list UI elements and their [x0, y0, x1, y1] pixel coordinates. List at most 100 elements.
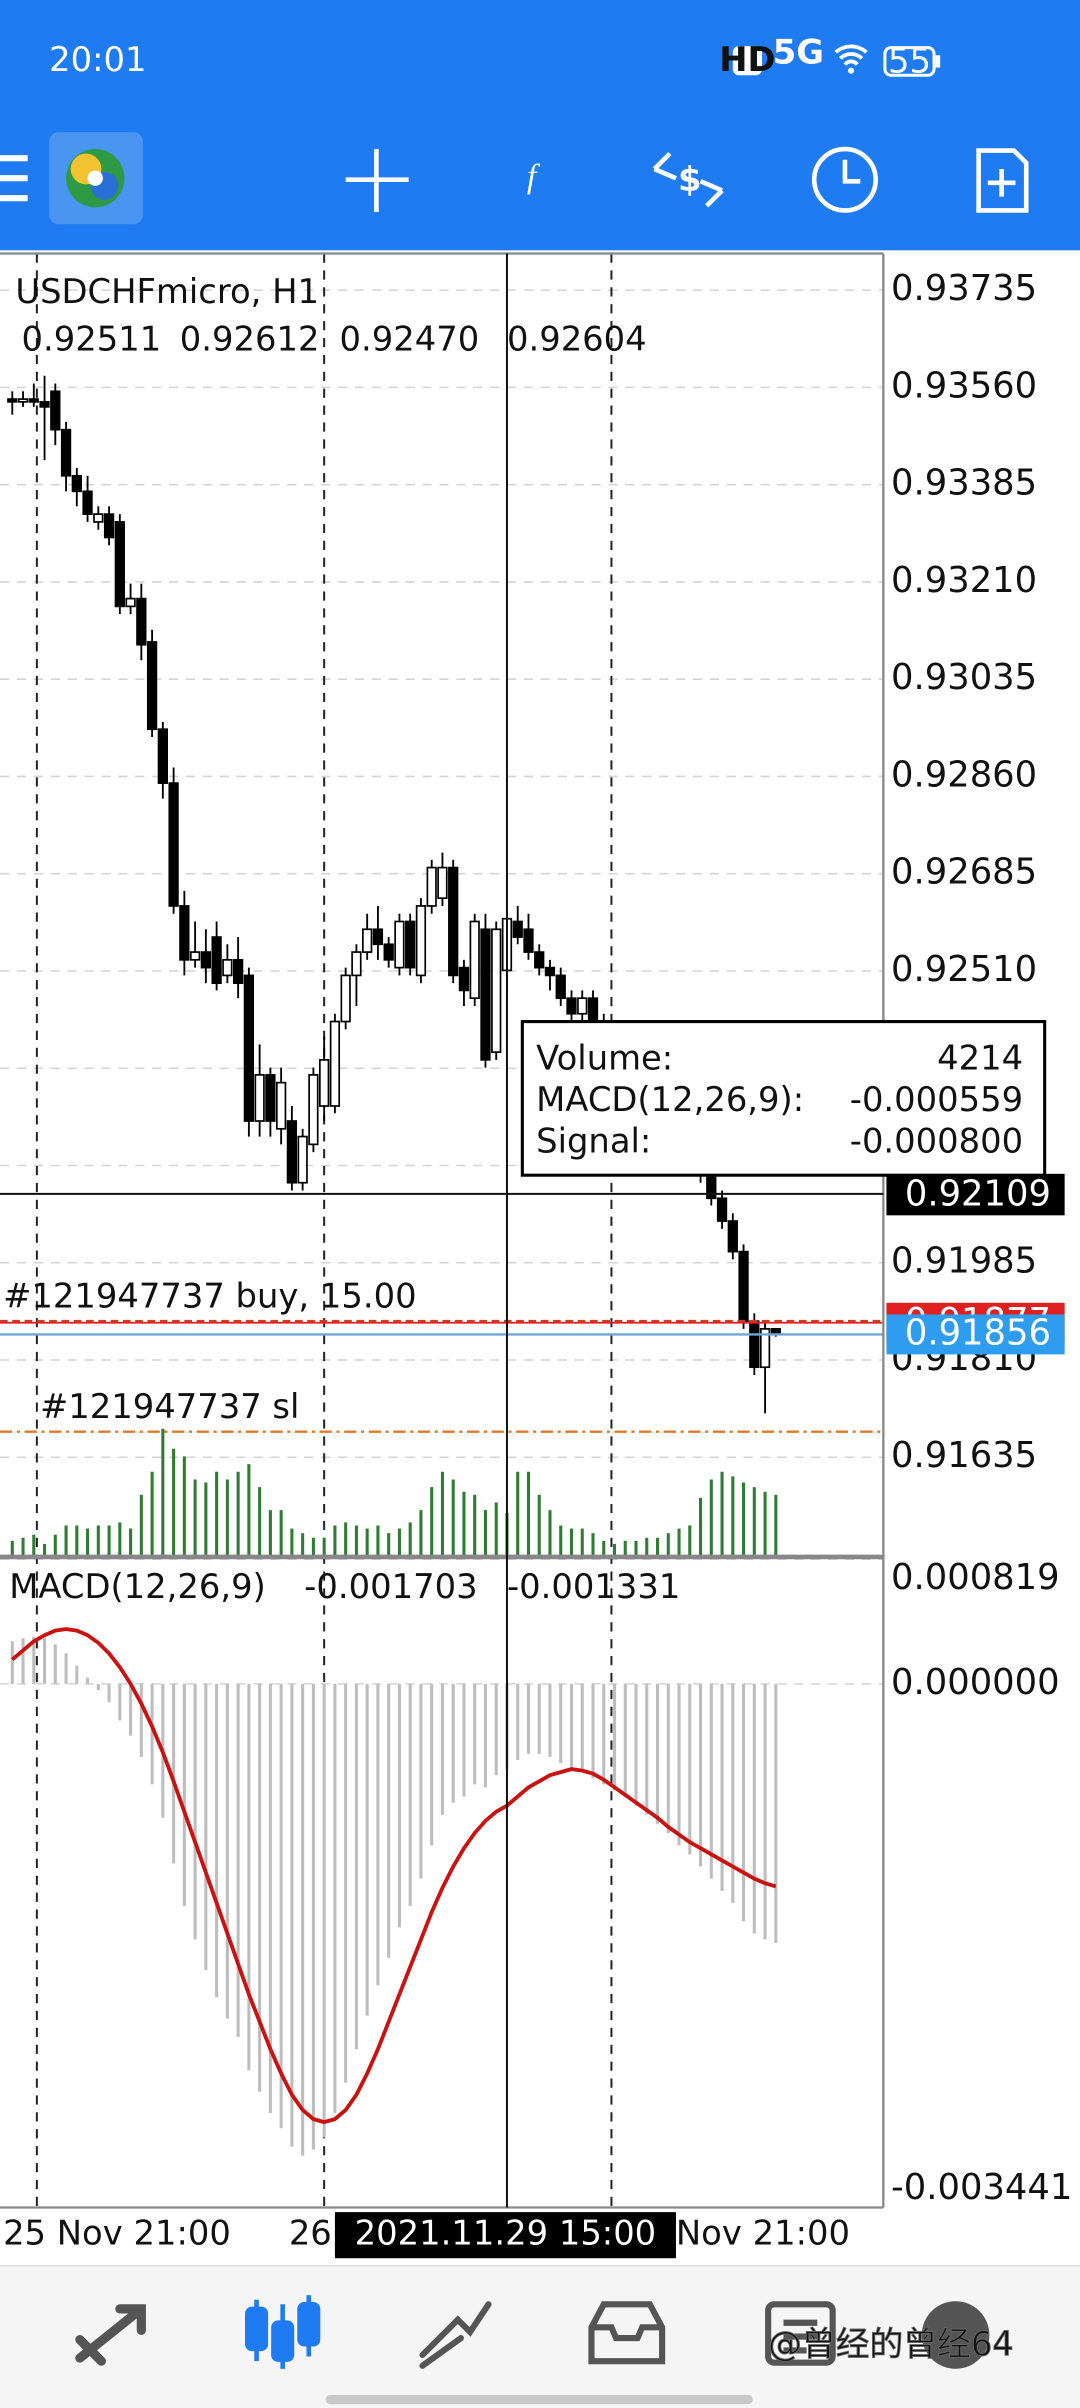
candle-body [308, 1074, 319, 1146]
candle-body [189, 951, 201, 961]
ohlc-value: 0.92470 [340, 320, 480, 359]
bid-label-box [886, 1314, 1065, 1355]
y-tick-label: 0.92860 [891, 754, 1037, 795]
candle-body [254, 1074, 265, 1122]
candle-body [136, 597, 147, 646]
crosshair-time: 2021.11.29 15:00 [355, 2214, 657, 2253]
candle-body [491, 928, 502, 1053]
candle-body [28, 398, 39, 403]
candle-body [319, 1059, 330, 1107]
candle-body [125, 597, 136, 608]
candle-body [415, 905, 427, 977]
candle-body [749, 1320, 760, 1369]
ohlc-value: 0.92511 [22, 320, 162, 359]
tooltip-value: 4214 [937, 1038, 1023, 1077]
svg-text:$: $ [678, 160, 702, 199]
trade-tab[interactable] [419, 2301, 492, 2369]
candle-body [394, 920, 405, 969]
candle-body [544, 966, 556, 977]
candle-body [286, 1120, 298, 1184]
timeframe-button[interactable] [811, 146, 878, 213]
y-tick-label: 0.93035 [891, 657, 1037, 698]
chart-tab[interactable] [245, 2295, 321, 2369]
x-tick-label: 25 Nov 21:00 [3, 2214, 231, 2253]
candle-body [727, 1220, 738, 1253]
candle-body [157, 728, 168, 784]
candle-body [372, 928, 384, 946]
candle-body [82, 490, 93, 515]
y-tick-label: 0.93385 [891, 463, 1037, 504]
candle-body [587, 997, 599, 1023]
y-tick-label: 0.92685 [891, 852, 1037, 893]
candle-body [405, 920, 416, 969]
candle-body [523, 928, 534, 953]
macd-tick-label: 0.000819 [891, 1557, 1060, 1598]
tooltip-value: -0.000800 [850, 1121, 1023, 1160]
new-order-button[interactable] [976, 148, 1029, 213]
candle-body [200, 951, 212, 969]
candle-body [211, 936, 222, 985]
menu-button[interactable] [0, 155, 28, 202]
candle-body [426, 866, 437, 907]
candle-body [114, 521, 125, 608]
candle-body [93, 513, 104, 523]
candle-body [534, 951, 545, 969]
candle-body [555, 974, 566, 1000]
candle-body [566, 997, 577, 1015]
candle-body [297, 1135, 308, 1184]
candle-body [50, 390, 61, 431]
candle-body [458, 966, 470, 992]
symbol-title: USDCHFmicro, H1 [15, 272, 319, 311]
candle-body [759, 1328, 771, 1369]
news-tab[interactable] [765, 2301, 836, 2366]
clock: 20:01 [49, 40, 146, 79]
candle-body [351, 951, 362, 977]
app-logo[interactable] [49, 132, 143, 225]
y-tick-label: 0.92510 [891, 949, 1037, 990]
candle-body [7, 398, 18, 403]
tooltip-label: Signal: [536, 1121, 651, 1160]
candle-body [362, 928, 373, 953]
crosshair-price: 0.92109 [905, 1173, 1051, 1214]
quotes-tab[interactable] [75, 2304, 146, 2366]
battery: 55 [888, 41, 931, 80]
chart-area [0, 250, 1080, 2266]
candle-body [60, 428, 72, 477]
y-tick-label: 0.91985 [891, 1241, 1037, 1282]
candle-body [232, 958, 244, 985]
watermark: @曾经的曾经64 [768, 2324, 1014, 2363]
macd-signal-value: -0.001331 [507, 1567, 680, 1606]
candle-body [265, 1074, 276, 1122]
y-tick-label: 0.93735 [891, 268, 1037, 309]
candle-body [179, 905, 190, 961]
candle-body [469, 920, 480, 1000]
macd-tick-label: 0.000000 [891, 1662, 1060, 1703]
home-indicator [325, 2394, 753, 2405]
macd-main-value: -0.001703 [304, 1567, 477, 1606]
y-tick-label: 0.93210 [891, 560, 1037, 601]
candle-body [222, 958, 233, 977]
candle-body [437, 866, 448, 900]
macd-name: MACD(12,26,9) [9, 1567, 266, 1606]
candle-body [39, 401, 50, 408]
settings-tab[interactable] [921, 2301, 990, 2369]
candle-body [512, 920, 523, 938]
y-tick-label: 0.93560 [891, 365, 1037, 406]
candle-body [448, 866, 459, 977]
candle-body [480, 928, 491, 1061]
bid-label: 0.91856 [905, 1312, 1051, 1353]
order-label: #121947737 sl [40, 1387, 299, 1426]
trade-button[interactable]: $ [652, 151, 724, 208]
order-label: #121947737 buy, 15.00 [3, 1277, 417, 1316]
tooltip-box [520, 1020, 1047, 1177]
candle-body [329, 1020, 341, 1107]
tooltip-value: -0.000559 [850, 1080, 1023, 1119]
candle-body [340, 974, 351, 1023]
history-tab[interactable] [588, 2301, 666, 2365]
candle-body [243, 974, 255, 1122]
hd-icon: HD [719, 40, 775, 79]
crosshair-tool[interactable] [345, 149, 409, 212]
bottom-nav [0, 2265, 1080, 2408]
candle-body [577, 997, 588, 1015]
